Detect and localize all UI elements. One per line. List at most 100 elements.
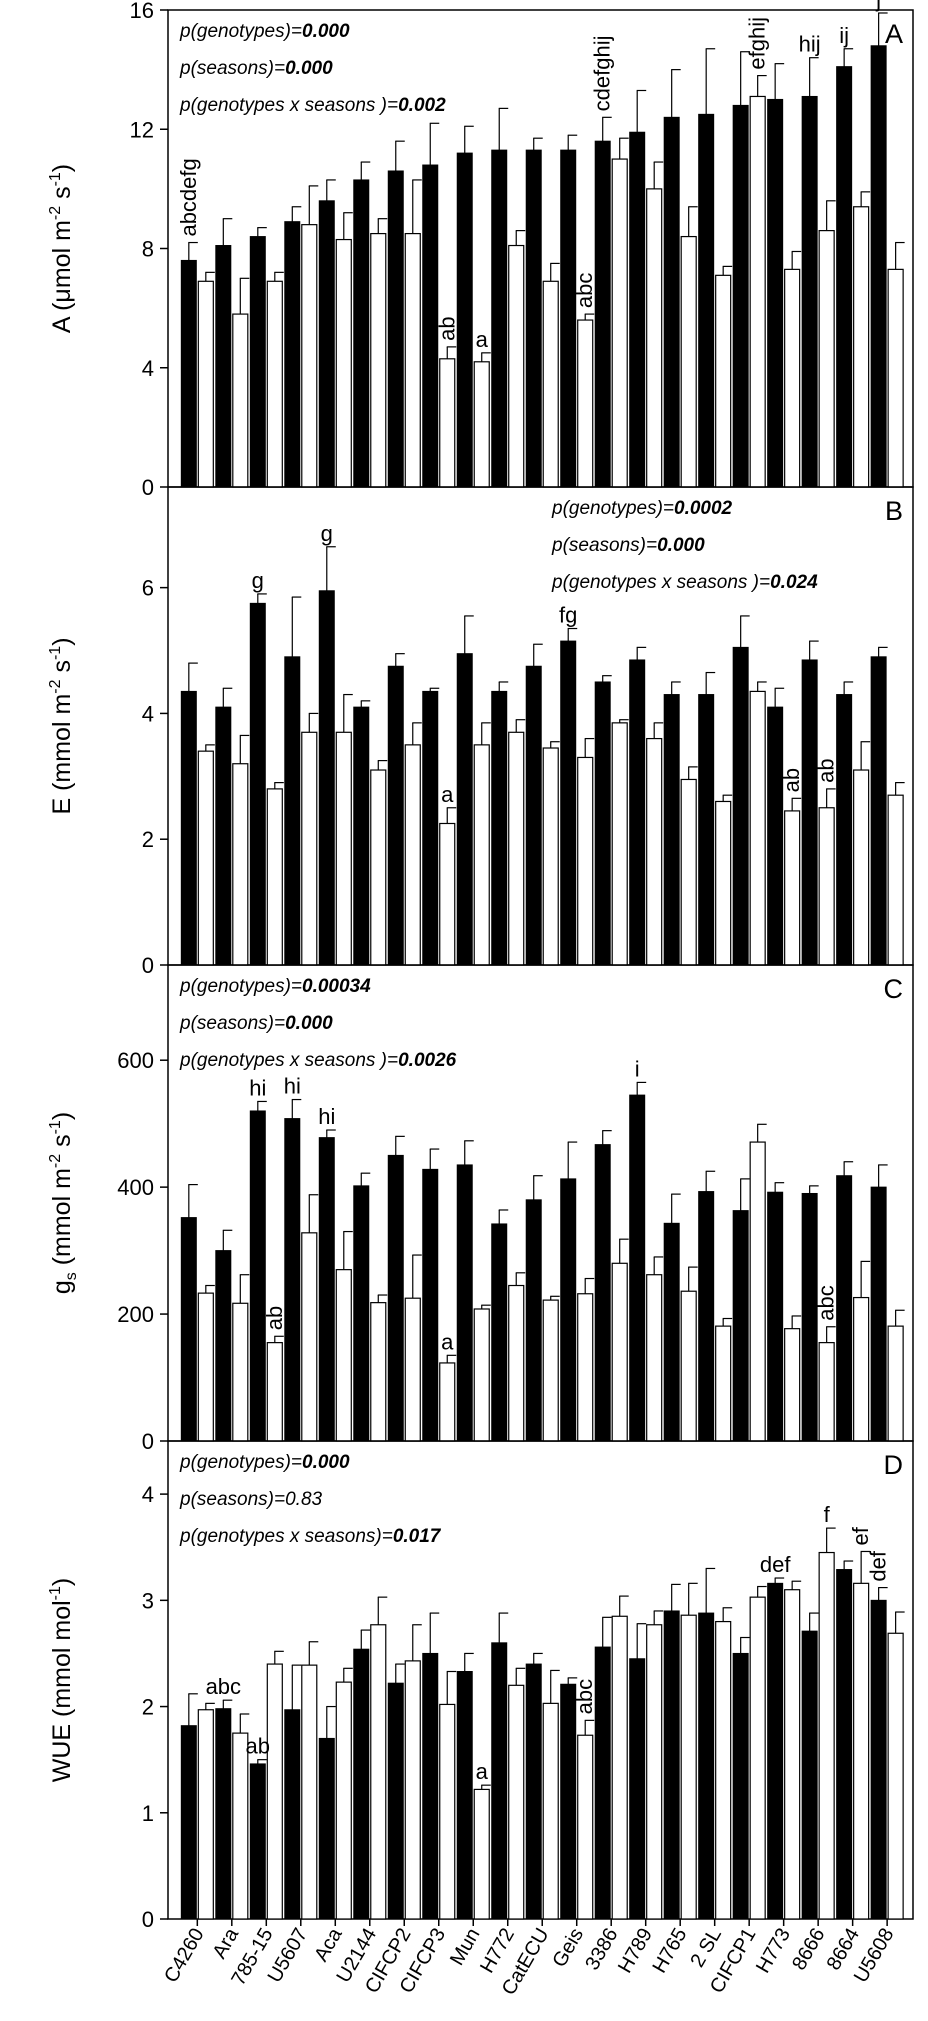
panel-B-sig-letter: a (441, 782, 454, 807)
panel-D-sig-letter: abc (206, 1674, 241, 1699)
panel-D-ytick-label: 1 (142, 1801, 154, 1826)
panel-A-sig-letter: j (875, 0, 881, 12)
bar-B-filled-8664 (836, 694, 853, 966)
bar-B-open-CIFCP2 (404, 744, 421, 966)
bar-C-open-Geis (577, 1293, 594, 1442)
panel-B-sig-letter: ab (814, 758, 839, 782)
bar-C-filled-8664 (836, 1175, 853, 1442)
bar-C-open-2 SL (715, 1325, 732, 1442)
bar-C-open-Mun (473, 1308, 490, 1442)
bar-D-filled-8664 (836, 1569, 853, 1920)
bar-C-open-H773 (784, 1328, 801, 1442)
bar-A-open-U5607 (301, 224, 318, 488)
panel-A-stat-line: p(genotypes x seasons )=0.002 (179, 95, 446, 116)
bar-A-filled-2 SL (698, 113, 715, 488)
bar-C-filled-3386 (594, 1144, 611, 1442)
bar-D-open-CIFCP2 (404, 1660, 421, 1920)
panel-C-sig-letter: hi (284, 1074, 301, 1099)
bar-D-open-CIFCP1 (749, 1596, 766, 1920)
panel-D-stat-line: p(genotypes x seasons)=0.017 (179, 1526, 442, 1547)
bar-B-open-CIFCP1 (749, 690, 766, 966)
bar-D-filled-CIFCP1 (732, 1652, 749, 1920)
bar-B-filled-3386 (594, 681, 611, 966)
bar-C-filled-U5607 (284, 1118, 301, 1442)
panel-B-sig-letter: g (252, 568, 264, 593)
panel-D-ylabel: WUE (mmol mol-1) (47, 1578, 76, 1783)
bar-C-open-H765 (680, 1290, 697, 1442)
bar-D-open-Geis (577, 1734, 594, 1920)
bar-D-filled-U5607 (284, 1709, 301, 1920)
bar-A-open-H765 (680, 235, 697, 488)
panel-A-ylabel: A (μmol m-2 s-1) (47, 164, 76, 333)
bar-D-open-H773 (784, 1589, 801, 1920)
panel-B-stat-line: p(genotypes)=0.0002 (551, 498, 733, 519)
bar-C-open-CIFCP3 (439, 1362, 456, 1442)
bar-B-filled-CIFCP1 (732, 646, 749, 966)
bar-C-filled-785-15 (249, 1110, 266, 1442)
bar-A-open-H772 (508, 244, 525, 488)
bar-A-filled-Ara (215, 245, 232, 488)
bar-B-filled-CIFCP3 (422, 690, 439, 966)
bar-A-filled-8664 (836, 66, 853, 488)
panel-D-ytick-label: 2 (142, 1695, 154, 1720)
bar-A-open-H789 (646, 188, 663, 488)
bar-D-filled-CIFCP2 (387, 1682, 404, 1920)
bar-C-filled-C4260 (180, 1217, 197, 1442)
panel-B-ylabel: E (mmol m-2 s-1) (47, 637, 76, 814)
bar-D-filled-785-15 (249, 1763, 266, 1920)
bar-B-filled-U2144 (353, 706, 370, 966)
xtick-label-8666: 8666 (788, 1925, 829, 1975)
bar-C-filled-Geis (560, 1178, 577, 1442)
bar-D-filled-H789 (629, 1658, 646, 1920)
panel-A-stat-line: p(genotypes)=0.000 (179, 21, 350, 42)
panel-A-ytick-label: 0 (142, 475, 154, 500)
panel-D-stat-line: p(genotypes)=0.000 (179, 1452, 350, 1473)
bar-C-open-3386 (611, 1262, 628, 1442)
bar-C-filled-CatECU (525, 1199, 542, 1442)
bar-B-open-H772 (508, 731, 525, 966)
bar-D-filled-H765 (663, 1610, 680, 1920)
bar-D-open-Mun (473, 1788, 490, 1920)
bar-A-open-3386 (611, 158, 628, 488)
bar-C-open-H772 (508, 1284, 525, 1442)
panel-C-ytick-label: 200 (117, 1302, 154, 1327)
bar-D-open-8664 (853, 1582, 870, 1920)
bar-B-open-8666 (818, 807, 835, 966)
bar-B-open-Geis (577, 756, 594, 966)
bar-B-open-U2144 (370, 769, 387, 966)
bar-D-open-C4260 (197, 1709, 214, 1920)
panel-C-sig-letter: ab (262, 1306, 287, 1330)
bar-A-open-785-15 (266, 280, 283, 488)
xtick-label-C4260: C4260 (160, 1925, 209, 1987)
bar-D-filled-Mun (456, 1671, 473, 1920)
panel-C-sig-letter: abc (814, 1285, 839, 1320)
panel-B-sig-letter: ab (779, 768, 804, 792)
bar-A-filled-U5607 (284, 221, 301, 488)
bar-D-open-Aca (335, 1681, 352, 1920)
bar-D-filled-2 SL (698, 1612, 715, 1920)
bar-A-filled-Mun (456, 152, 473, 488)
panel-A-ytick-label: 8 (142, 237, 154, 262)
panel-A-letter: A (885, 19, 903, 49)
panel-A-ytick-label: 12 (130, 117, 154, 142)
bar-C-open-Aca (335, 1269, 352, 1442)
bar-C-open-C4260 (197, 1292, 214, 1442)
panel-C-sig-letter: hi (318, 1104, 335, 1129)
bar-A-filled-Geis (560, 149, 577, 488)
panel-A-sig-letter: abcdefg (176, 158, 201, 236)
xtick-label-Ara: Ara (209, 1924, 244, 1963)
bar-A-open-U2144 (370, 232, 387, 488)
bar-B-filled-U5607 (284, 656, 301, 966)
bar-C-filled-U5608 (870, 1186, 887, 1442)
bar-C-filled-Aca (318, 1137, 335, 1442)
bar-D-filled-H773 (767, 1582, 784, 1920)
bar-B-open-3386 (611, 722, 628, 966)
bar-A-filled-U5608 (870, 45, 887, 488)
bar-C-filled-H772 (491, 1223, 508, 1442)
panel-B-sig-letter: fg (559, 603, 577, 628)
bar-D-filled-3386 (594, 1646, 611, 1920)
bar-D-filled-Ara (215, 1708, 232, 1920)
bar-B-open-C4260 (197, 750, 214, 966)
bar-D-open-785-15 (266, 1663, 283, 1920)
bar-A-filled-CIFCP2 (387, 170, 404, 488)
